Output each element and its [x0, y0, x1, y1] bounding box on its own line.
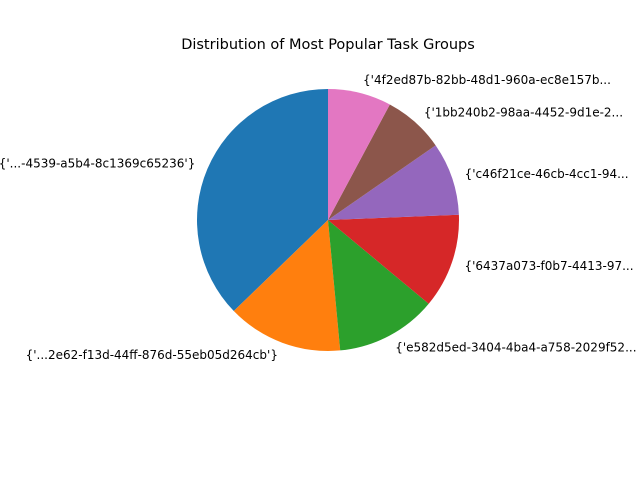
pie-slice-6 [328, 89, 390, 220]
pie-slice-label-2: {'e582d5ed-3404-4ba4-a758-2029f52... [395, 340, 636, 354]
chart-title: Distribution of Most Popular Task Groups [181, 37, 475, 53]
pie-slice-label-0: {'...-4539-a5b4-8c1369c65236'} [0, 157, 195, 171]
pie-slice-2 [328, 220, 429, 351]
pie-slice-label-1: {'...2e62-f13d-44ff-876d-55eb05d264cb'} [26, 348, 278, 362]
pie-slice-4 [328, 145, 459, 220]
pie-slice-0 [197, 89, 328, 312]
pie-slices [197, 89, 459, 351]
pie-slice-label-6: {'4f2ed87b-82bb-48d1-960a-ec8e157b... [363, 73, 611, 87]
pie-slice-3 [328, 214, 459, 304]
pie-slice-label-3: {'6437a073-f0b7-4413-97... [464, 259, 633, 273]
pie-slice-1 [233, 220, 341, 351]
pie-labels: {'...-4539-a5b4-8c1369c65236'} {'...2e62-… [0, 73, 637, 362]
pie-slice-label-5: {'1bb240b2-98aa-4452-9d1e-2... [424, 105, 623, 119]
pie-slice-5 [328, 104, 436, 220]
pie-slice-label-4: {'c46f21ce-46cb-4cc1-94... [465, 167, 629, 181]
